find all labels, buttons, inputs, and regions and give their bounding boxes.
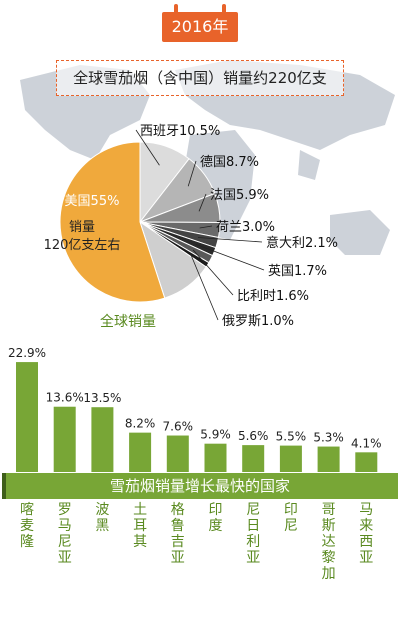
bar-category-label: 土耳其 xyxy=(133,502,148,550)
pie-leader-line xyxy=(135,129,160,166)
calendar-ring-icon xyxy=(222,4,226,16)
pie-center-note: 销量 xyxy=(69,220,95,235)
pie-slice-label: 法国5.9% xyxy=(210,188,269,203)
bar-category-label: 尼日利亚 xyxy=(246,502,261,566)
bar xyxy=(242,445,265,472)
bar xyxy=(204,443,227,472)
bar-category-label: 喀麦隆 xyxy=(20,502,34,550)
headline: 全球雪茄烟（含中国）销量约220亿支 xyxy=(56,60,344,96)
year-badge: 2016年 xyxy=(162,12,238,42)
pie-slice-label: 美国55% xyxy=(65,194,120,209)
bar-category-label: 印尼 xyxy=(283,502,298,534)
bar xyxy=(16,362,38,472)
bar xyxy=(129,432,152,472)
bar-value-label: 13.6% xyxy=(46,391,84,405)
calendar-ring-icon xyxy=(174,4,178,16)
bar-value-label: 22.9% xyxy=(8,346,46,360)
bar-chart-title: 雪茄烟销量增长最快的国家 xyxy=(2,473,398,499)
bar-value-label: 5.6% xyxy=(238,429,269,443)
pie-caption: 全球销量 xyxy=(100,313,156,330)
pie-leader-line xyxy=(187,160,197,187)
pie-slice-label: 意大利2.1% xyxy=(266,235,338,251)
pie-slice-label: 英国1.7% xyxy=(268,264,327,279)
bar xyxy=(166,435,189,472)
bar xyxy=(279,445,302,472)
pie-leader-line xyxy=(199,225,213,229)
bar-value-label: 5.9% xyxy=(200,428,231,442)
bar-value-label: 7.6% xyxy=(163,420,194,434)
pie-center-note: 120亿支左右 xyxy=(44,238,121,253)
bar xyxy=(91,407,114,472)
bar-category-label: 哥斯达黎加 xyxy=(321,502,336,582)
bar xyxy=(317,446,340,472)
bar xyxy=(355,452,378,472)
bar-value-label: 4.1% xyxy=(351,436,382,450)
bar-category-label: 罗马尼亚 xyxy=(57,502,72,566)
bar xyxy=(53,406,76,472)
pie-slice-label: 俄罗斯1.0% xyxy=(222,314,294,329)
bar-value-label: 5.3% xyxy=(313,431,344,445)
bar-category-label: 马来西亚 xyxy=(359,502,374,566)
bar-value-label: 5.5% xyxy=(276,430,307,444)
bar-value-label: 13.5% xyxy=(83,391,121,405)
pie-leader-line xyxy=(198,193,207,212)
pie-leader-line xyxy=(192,249,234,296)
pie-leader-line xyxy=(197,237,263,243)
pie-chart: 西班牙10.5% 德国8.7% 法国5.9% 荷兰3.0%意大利2.1% 英国1.7% 比… xyxy=(44,124,338,330)
pie-slice-label: 德国8.7% xyxy=(200,155,259,170)
pie-slice-label: 荷兰3.0% xyxy=(216,220,275,235)
bar-category-label: 格鲁吉亚 xyxy=(170,502,185,566)
pie-leader-line xyxy=(195,243,265,271)
pie-slice-label: 西班牙10.5% xyxy=(140,124,220,139)
pie-slice xyxy=(59,141,166,303)
bar-value-label: 8.2% xyxy=(125,417,156,431)
pie-leader-line xyxy=(190,253,219,321)
bar-category-label: 印度 xyxy=(208,502,223,534)
bar-category-label: 波黑 xyxy=(95,502,110,534)
pie-slice-label: 比利时1.6% xyxy=(237,289,309,304)
